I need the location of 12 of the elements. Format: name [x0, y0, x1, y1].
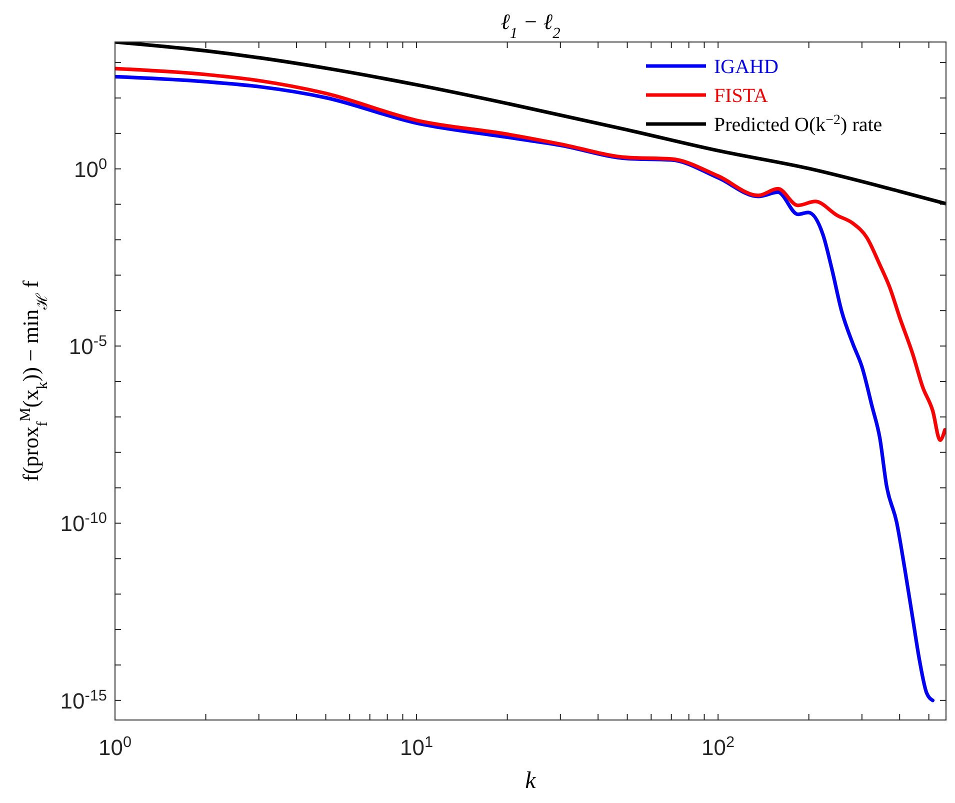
y-tick-label: 10$^{0}$ — [74, 155, 107, 182]
chart-title: ℓ$_{1}$ − ℓ$_{2}$ — [500, 9, 561, 42]
x-tick-label: 10$^{1}$ — [400, 734, 434, 760]
y-tick-label: 10$^{-5}$ — [68, 332, 107, 360]
y-tick-label: 10$^{-15}$ — [60, 686, 107, 714]
legend-label: Predicted O(k$^{−2}$) rate — [714, 112, 882, 136]
x-tick-label: 10$^{2}$ — [702, 734, 735, 760]
legend-label: FISTA — [714, 85, 769, 107]
x-tick-label: 10$^{0}$ — [98, 734, 132, 760]
y-tick-label: 10$^{-10}$ — [60, 510, 107, 536]
x-axis-title: k — [525, 768, 536, 794]
legend-label: IGAHD — [714, 56, 778, 78]
